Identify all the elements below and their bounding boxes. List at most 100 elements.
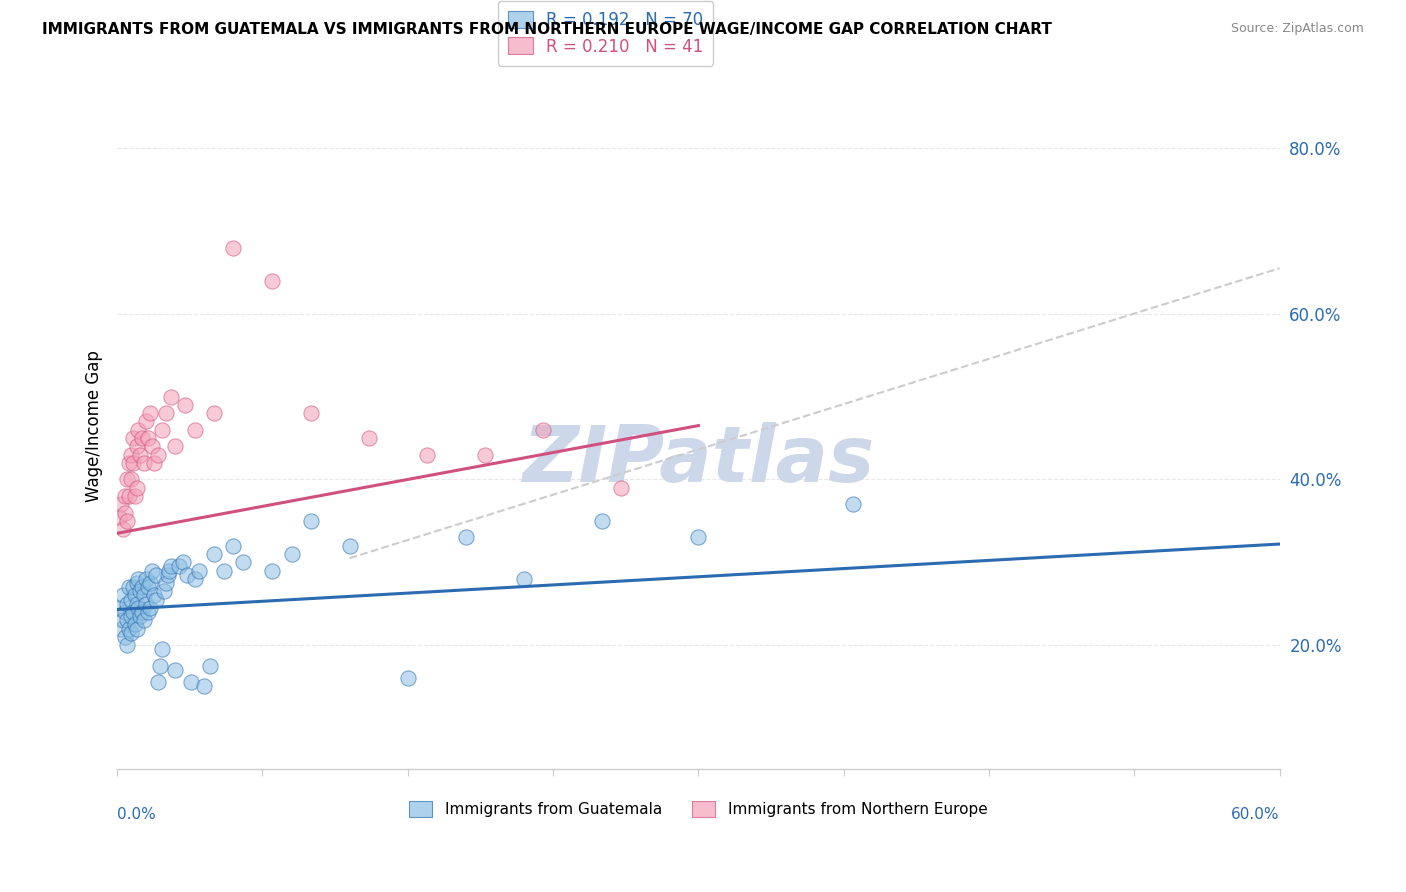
Point bbox=[131, 580, 153, 594]
Point bbox=[124, 489, 146, 503]
Point bbox=[299, 406, 322, 420]
Text: IMMIGRANTS FROM GUATEMALA VS IMMIGRANTS FROM NORTHERN EUROPE WAGE/INCOME GAP COR: IMMIGRANTS FROM GUATEMALA VS IMMIGRANTS … bbox=[42, 22, 1052, 37]
Point bbox=[165, 663, 187, 677]
Point bbox=[125, 622, 148, 636]
Text: 0.0%: 0.0% bbox=[117, 807, 156, 822]
Point bbox=[125, 481, 148, 495]
Point bbox=[115, 638, 138, 652]
Point bbox=[222, 539, 245, 553]
Point bbox=[115, 613, 138, 627]
Point bbox=[145, 567, 167, 582]
Point bbox=[160, 390, 183, 404]
Point bbox=[160, 559, 183, 574]
Point bbox=[202, 406, 225, 420]
Point bbox=[129, 609, 152, 624]
Point bbox=[139, 576, 162, 591]
Point bbox=[120, 625, 142, 640]
Point bbox=[120, 592, 142, 607]
Point bbox=[115, 597, 138, 611]
Point bbox=[396, 671, 419, 685]
Point bbox=[118, 456, 141, 470]
Point bbox=[124, 588, 146, 602]
Point bbox=[610, 481, 633, 495]
Point bbox=[280, 547, 302, 561]
Point bbox=[118, 622, 141, 636]
Point bbox=[152, 584, 174, 599]
Point bbox=[121, 605, 143, 619]
Point bbox=[357, 431, 380, 445]
Point bbox=[176, 567, 198, 582]
Point bbox=[159, 564, 181, 578]
Point bbox=[114, 605, 136, 619]
Point bbox=[146, 675, 169, 690]
Point bbox=[262, 564, 284, 578]
Point bbox=[110, 497, 132, 511]
Point bbox=[136, 580, 159, 594]
Point bbox=[120, 472, 142, 486]
Point bbox=[128, 423, 150, 437]
Point bbox=[183, 572, 205, 586]
Point bbox=[108, 600, 131, 615]
Point bbox=[167, 559, 190, 574]
Point bbox=[842, 497, 865, 511]
Point bbox=[115, 514, 138, 528]
Point bbox=[114, 630, 136, 644]
Point bbox=[135, 597, 157, 611]
Point bbox=[134, 588, 156, 602]
Point bbox=[416, 448, 439, 462]
Point bbox=[131, 431, 153, 445]
Point bbox=[222, 241, 245, 255]
Point bbox=[513, 572, 536, 586]
Point bbox=[198, 658, 221, 673]
Point bbox=[139, 406, 162, 420]
Point bbox=[129, 448, 152, 462]
Point bbox=[150, 642, 173, 657]
Point bbox=[111, 522, 134, 536]
Point bbox=[202, 547, 225, 561]
Point bbox=[139, 600, 162, 615]
Point bbox=[156, 567, 179, 582]
Text: Source: ZipAtlas.com: Source: ZipAtlas.com bbox=[1230, 22, 1364, 36]
Point bbox=[591, 514, 613, 528]
Point bbox=[136, 605, 159, 619]
Point bbox=[121, 456, 143, 470]
Point bbox=[128, 600, 150, 615]
Text: ZIPatlas: ZIPatlas bbox=[522, 422, 875, 498]
Point bbox=[141, 439, 163, 453]
Point bbox=[118, 489, 141, 503]
Point bbox=[193, 680, 215, 694]
Point bbox=[149, 658, 172, 673]
Point bbox=[165, 439, 187, 453]
Point bbox=[141, 564, 163, 578]
Point bbox=[118, 580, 141, 594]
Point bbox=[155, 406, 177, 420]
Point bbox=[121, 580, 143, 594]
Point bbox=[299, 514, 322, 528]
Point bbox=[150, 423, 173, 437]
Point bbox=[134, 613, 156, 627]
Point bbox=[111, 613, 134, 627]
Point bbox=[474, 448, 496, 462]
Point bbox=[111, 588, 134, 602]
Point bbox=[155, 576, 177, 591]
Point bbox=[174, 398, 197, 412]
Point bbox=[131, 605, 153, 619]
Point bbox=[125, 597, 148, 611]
Point bbox=[339, 539, 361, 553]
Point bbox=[531, 423, 554, 437]
Point bbox=[183, 423, 205, 437]
Point bbox=[120, 609, 142, 624]
Point bbox=[172, 555, 194, 569]
Point bbox=[187, 564, 209, 578]
Legend: Immigrants from Guatemala, Immigrants from Northern Europe: Immigrants from Guatemala, Immigrants fr… bbox=[404, 796, 994, 823]
Point bbox=[145, 592, 167, 607]
Point bbox=[454, 530, 477, 544]
Point bbox=[146, 448, 169, 462]
Point bbox=[110, 622, 132, 636]
Point bbox=[120, 448, 142, 462]
Point bbox=[114, 506, 136, 520]
Point bbox=[128, 572, 150, 586]
Point bbox=[143, 588, 166, 602]
Text: 60.0%: 60.0% bbox=[1232, 807, 1279, 822]
Y-axis label: Wage/Income Gap: Wage/Income Gap bbox=[86, 350, 103, 501]
